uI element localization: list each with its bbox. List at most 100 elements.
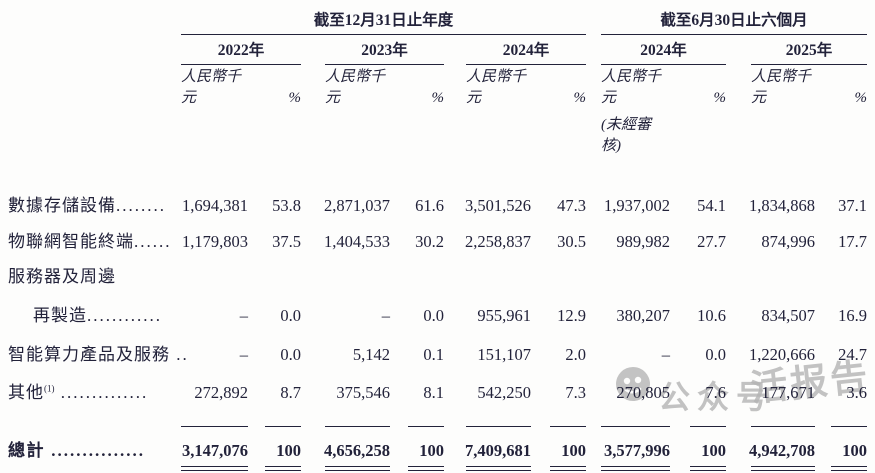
amount-cell: 270,805 [616,383,671,402]
unit-label: 人民幣千元 [751,69,812,106]
unit-label: 人民幣千元 [601,69,662,106]
amount-cell: 3,147,076 [182,441,248,460]
amount-cell: – [661,345,671,364]
table-row: 物聯網智能終端...... 1,179,803 37.5 1,404,533 3… [8,218,867,254]
percent-label: % [431,90,445,106]
pct-cell: 37.1 [838,196,868,215]
pct-cell: 7.3 [565,383,587,402]
row-label: 服務器及周邊 [8,267,116,286]
pct-cell: 100 [842,441,868,460]
pct-cell [531,254,586,289]
pct-cell: 30.5 [557,232,587,251]
pct-cell: 0.0 [423,306,444,325]
pct-cell: 100 [276,441,301,460]
row-label: 總計 ............... [8,441,145,460]
amount-cell: – [239,345,248,364]
amount-cell: 177,671 [761,383,816,402]
year-header-2024: 2024年 [466,38,587,65]
row-label: 其他(1) .............. [8,383,149,402]
amount-cell: 542,250 [477,383,531,402]
year-header-2024-interim: 2024年 [601,38,727,65]
leader-dots: .. [170,345,189,364]
pct-cell: 24.7 [838,345,868,364]
block-title-annual: 截至12月31日止年度 [181,8,587,35]
amount-cell: 1,937,002 [604,196,671,215]
amount-cell: 375,546 [336,383,390,402]
pct-cell: 0.0 [280,345,301,364]
percent-label: % [288,90,302,106]
corner-cell [8,8,181,35]
pct-cell: 0.1 [423,345,444,364]
pct-cell: 16.9 [838,306,868,325]
leader-dots: ...... [134,232,172,251]
amount-cell [726,254,815,289]
table-row: 服務器及周邊 [8,254,867,289]
amount-cell: 4,656,258 [324,441,390,460]
amount-cell: – [239,306,248,325]
footnote-sup: (1) [44,383,55,394]
unaudited-note: (未經審核) [601,117,652,154]
table-row: 智能算力產品及服務 .. – 0.0 5,142 0.1 151,107 2.0… [8,328,867,367]
pct-cell: 0.0 [705,345,727,364]
revenue-table: 截至12月31日止年度 截至6月30日止六個月 2022年 2023年 2024… [8,8,868,473]
pct-cell [815,254,867,289]
amount-cell [301,254,390,289]
amount-cell: 955,961 [477,306,531,325]
year-header-2023: 2023年 [325,38,444,65]
pct-cell: 100 [561,441,587,460]
percent-label: % [854,90,868,106]
amount-cell: 151,107 [477,345,531,364]
table-row: 數據存儲設備........ 1,694,381 53.8 2,871,037 … [8,160,867,218]
amount-cell: 7,409,681 [465,441,531,460]
unit-label: 人民幣千元 [325,69,386,106]
amount-cell: 1,694,381 [182,196,248,215]
table-header: 截至12月31日止年度 截至6月30日止六個月 2022年 2023年 2024… [8,8,868,160]
row-label: 數據存儲設備........ [8,196,166,215]
table-row: 再製造............ – 0.0 – 0.0 955,961 12.9… [8,289,867,328]
row-label: 智能算力產品及服務 .. [8,345,189,364]
amount-cell: 874,996 [761,232,816,251]
amount-cell: 1,220,666 [749,345,816,364]
amount-cell: 3,577,996 [604,441,671,460]
pct-cell: 100 [701,441,727,460]
block-title-interim: 截至6月30日止六個月 [601,8,868,35]
leader-dots: .............. [54,383,149,402]
leader-dots: ........ [116,196,166,215]
amount-cell: 380,207 [616,306,671,325]
amount-cell: – [381,306,390,325]
pct-cell [390,254,444,289]
table-row: 總計 ............... 3,147,076 100 4,656,2… [8,429,867,463]
pct-cell: 3.6 [846,383,868,402]
pct-cell: 61.6 [415,196,444,215]
pct-cell: 53.8 [272,196,301,215]
pct-cell: 7.6 [705,383,727,402]
amount-cell: 1,179,803 [182,232,248,251]
leader-dots: ............ [87,306,162,325]
amount-cell: 2,258,837 [465,232,531,251]
amount-cell: 5,142 [352,345,390,364]
pct-cell: 12.9 [557,306,587,325]
year-header-2025: 2025年 [751,38,868,65]
pct-cell: 2.0 [565,345,587,364]
pct-cell: 10.6 [697,306,727,325]
pct-cell: 0.0 [280,306,301,325]
row-label: 物聯網智能終端...... [8,232,172,251]
document-page: 公众号 活报告 截至12月31日止年度 截至6月30日止 [8,12,872,471]
rule-row [8,405,868,429]
amount-cell: 272,892 [194,383,248,402]
year-header-2022: 2022年 [181,38,301,65]
amount-cell: 1,404,533 [324,232,390,251]
amount-cell: 3,501,526 [465,196,531,215]
table-body: 數據存儲設備........ 1,694,381 53.8 2,871,037 … [8,160,868,473]
amount-cell: 1,834,868 [749,196,816,215]
amount-cell [181,254,248,289]
table-row: 其他(1) .............. 272,892 8.7 375,546… [8,367,867,405]
pct-cell [670,254,726,289]
pct-cell: 30.2 [415,232,444,251]
percent-label: % [573,90,587,106]
pct-cell: 54.1 [697,196,727,215]
amount-cell [586,254,670,289]
pct-cell: 27.7 [697,232,727,251]
pct-cell: 8.7 [280,383,301,402]
amount-cell: 834,507 [761,306,816,325]
